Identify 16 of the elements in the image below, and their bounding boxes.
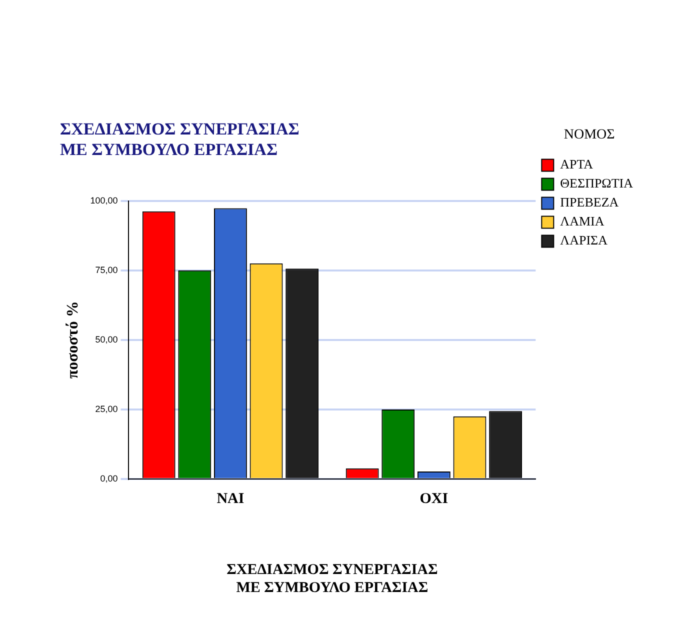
y-tick-label: 50,00 xyxy=(95,334,118,344)
x-axis-title: ΣΧΕΔΙΑΣΜΟΣ ΣΥΝΕΡΓΑΣΙΑΣ ΜΕ ΣΥΜΒΟΥΛΟ ΕΡΓΑΣΙΑΣ xyxy=(226,562,438,596)
chart-title: ΣΧΕΔΙΑΣΜΟΣ ΣΥΝΕΡΓΑΣΙΑΣ ΜΕ ΣΥΜΒΟΥΛΟ ΕΡΓΑΣΙΑΣ xyxy=(60,120,300,159)
x-tick-label: ΟΧΙ xyxy=(420,490,448,507)
y-axis-title: ποσοστό % xyxy=(64,301,82,379)
y-tick-label: 0,00 xyxy=(100,473,118,484)
legend-label: ΘΕΣΠΡΩΤΙΑ xyxy=(560,176,634,191)
legend-label: ΠΡΕΒΕΖΑ xyxy=(560,194,620,210)
legend-label: ΑΡΤΑ xyxy=(560,156,594,172)
y-tick-label: 75,00 xyxy=(95,264,118,275)
x-tick-label: ΝΑΙ xyxy=(216,490,244,507)
legend-label: ΛΑΡΙΣΑ xyxy=(560,232,608,248)
legend-title: ΝΟΜΟΣ xyxy=(564,128,615,143)
legend-label: ΛΑΜΙΑ xyxy=(560,214,605,229)
y-tick-label: 100,00 xyxy=(90,195,118,206)
y-tick-label: 25,00 xyxy=(95,404,118,414)
